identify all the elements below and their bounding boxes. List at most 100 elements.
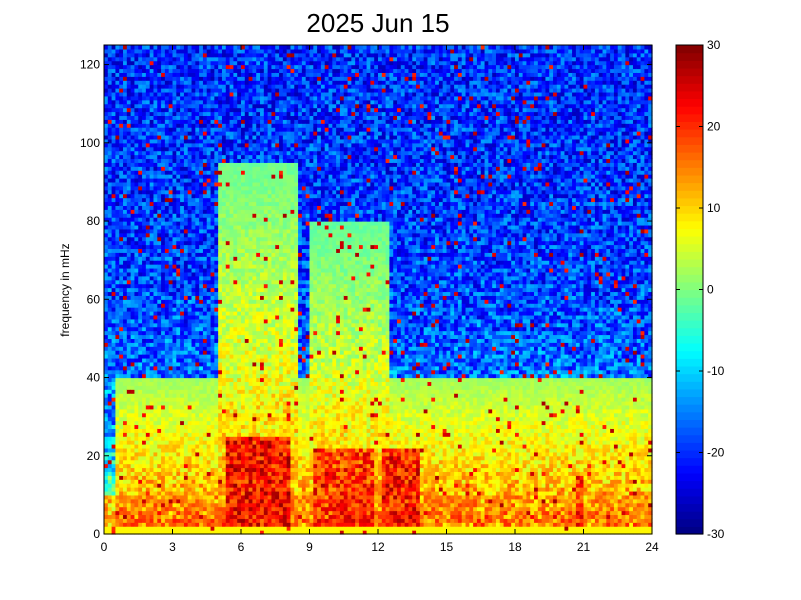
heatmap-cell bbox=[176, 291, 181, 296]
heatmap-cell bbox=[145, 119, 151, 124]
heatmap-cell bbox=[244, 240, 250, 246]
heatmap-cell bbox=[172, 385, 177, 390]
heatmap-cell bbox=[180, 314, 185, 320]
heatmap-cell bbox=[202, 80, 208, 85]
heatmap-cell bbox=[241, 311, 246, 316]
heatmap-cell bbox=[233, 475, 238, 480]
heatmap-cell bbox=[104, 279, 109, 285]
heatmap-cell bbox=[164, 459, 170, 465]
heatmap-cell bbox=[111, 115, 117, 120]
heatmap-cell bbox=[218, 287, 223, 293]
heatmap-cell bbox=[153, 436, 158, 441]
heatmap-cell bbox=[126, 80, 132, 85]
heatmap-cell bbox=[214, 244, 219, 250]
heatmap-cell bbox=[252, 498, 257, 504]
heatmap-cell bbox=[126, 142, 132, 148]
heatmap-cell bbox=[157, 178, 162, 183]
heatmap-cell bbox=[138, 72, 143, 77]
heatmap-cell bbox=[252, 197, 257, 203]
heatmap-cell bbox=[180, 326, 185, 332]
heatmap-cell bbox=[172, 487, 177, 492]
heatmap-cell bbox=[172, 330, 177, 336]
heatmap-cell bbox=[107, 326, 113, 332]
heatmap-cell bbox=[180, 361, 185, 367]
heatmap-cell bbox=[237, 432, 242, 437]
heatmap-cell bbox=[115, 236, 120, 242]
heatmap-cell bbox=[241, 287, 246, 293]
heatmap-cell bbox=[157, 287, 162, 293]
heatmap-cell bbox=[149, 217, 155, 222]
heatmap-cell bbox=[244, 342, 250, 347]
heatmap-cell bbox=[244, 248, 250, 253]
heatmap-cell bbox=[149, 432, 155, 437]
heatmap-cell bbox=[218, 381, 223, 386]
heatmap-cell bbox=[206, 189, 212, 195]
heatmap-cell bbox=[180, 72, 185, 77]
heatmap-cell bbox=[126, 416, 132, 422]
heatmap-cell bbox=[199, 115, 204, 120]
heatmap-cell bbox=[180, 346, 185, 351]
heatmap-cell bbox=[176, 455, 181, 461]
heatmap-cell bbox=[130, 487, 136, 492]
heatmap-cell bbox=[111, 119, 117, 124]
heatmap-cell bbox=[123, 518, 128, 523]
heatmap-cell bbox=[218, 95, 223, 101]
heatmap-cell bbox=[111, 45, 117, 50]
heatmap-cell bbox=[218, 479, 223, 484]
heatmap-cell bbox=[172, 267, 177, 273]
heatmap-cell bbox=[119, 201, 124, 206]
heatmap-cell bbox=[210, 522, 215, 527]
heatmap-cell bbox=[138, 142, 143, 148]
heatmap-cell bbox=[180, 487, 185, 492]
heatmap-cell bbox=[210, 252, 215, 257]
heatmap-cell bbox=[176, 483, 181, 488]
heatmap-cell bbox=[195, 52, 200, 58]
heatmap-cell bbox=[252, 248, 257, 253]
heatmap-cell bbox=[221, 479, 227, 484]
heatmap-cell bbox=[130, 84, 136, 89]
heatmap-cell bbox=[176, 299, 181, 304]
heatmap-cell bbox=[115, 514, 120, 519]
heatmap-cell bbox=[218, 432, 223, 437]
heatmap-cell bbox=[218, 189, 223, 195]
heatmap-cell bbox=[252, 217, 257, 222]
heatmap-cell bbox=[248, 463, 254, 469]
heatmap-cell bbox=[248, 170, 254, 175]
heatmap-cell bbox=[138, 56, 143, 62]
heatmap-cell bbox=[210, 451, 215, 457]
heatmap-cell bbox=[202, 52, 208, 58]
heatmap-cell bbox=[248, 479, 254, 484]
heatmap-cell bbox=[225, 365, 231, 371]
heatmap-cell bbox=[248, 389, 254, 394]
heatmap-cell bbox=[241, 502, 246, 508]
heatmap-cell bbox=[233, 342, 238, 347]
heatmap-cell bbox=[134, 271, 139, 277]
heatmap-cell bbox=[130, 224, 136, 230]
heatmap-cell bbox=[130, 240, 136, 246]
heatmap-cell bbox=[111, 158, 117, 163]
heatmap-cell bbox=[214, 424, 219, 429]
heatmap-cell bbox=[199, 138, 204, 144]
heatmap-cell bbox=[104, 440, 109, 445]
heatmap-cell bbox=[252, 322, 257, 328]
heatmap-cell bbox=[115, 447, 120, 453]
heatmap-cell bbox=[142, 397, 147, 402]
heatmap-cell bbox=[206, 170, 212, 175]
heatmap-cell bbox=[119, 213, 124, 218]
heatmap-cell bbox=[176, 236, 181, 242]
heatmap-cell bbox=[191, 506, 196, 512]
heatmap-cell bbox=[229, 381, 234, 386]
heatmap-cell bbox=[210, 490, 215, 496]
heatmap-cell bbox=[172, 166, 177, 171]
heatmap-cell bbox=[176, 303, 181, 308]
heatmap-cell bbox=[111, 174, 117, 179]
heatmap-cell bbox=[221, 162, 227, 167]
heatmap-cell bbox=[225, 185, 231, 191]
heatmap-cell bbox=[134, 471, 139, 476]
heatmap-cell bbox=[241, 64, 246, 70]
heatmap-cell bbox=[199, 99, 204, 105]
heatmap-cell bbox=[199, 248, 204, 253]
heatmap-cell bbox=[233, 377, 238, 383]
heatmap-cell bbox=[225, 279, 231, 285]
heatmap-cell bbox=[180, 381, 185, 386]
